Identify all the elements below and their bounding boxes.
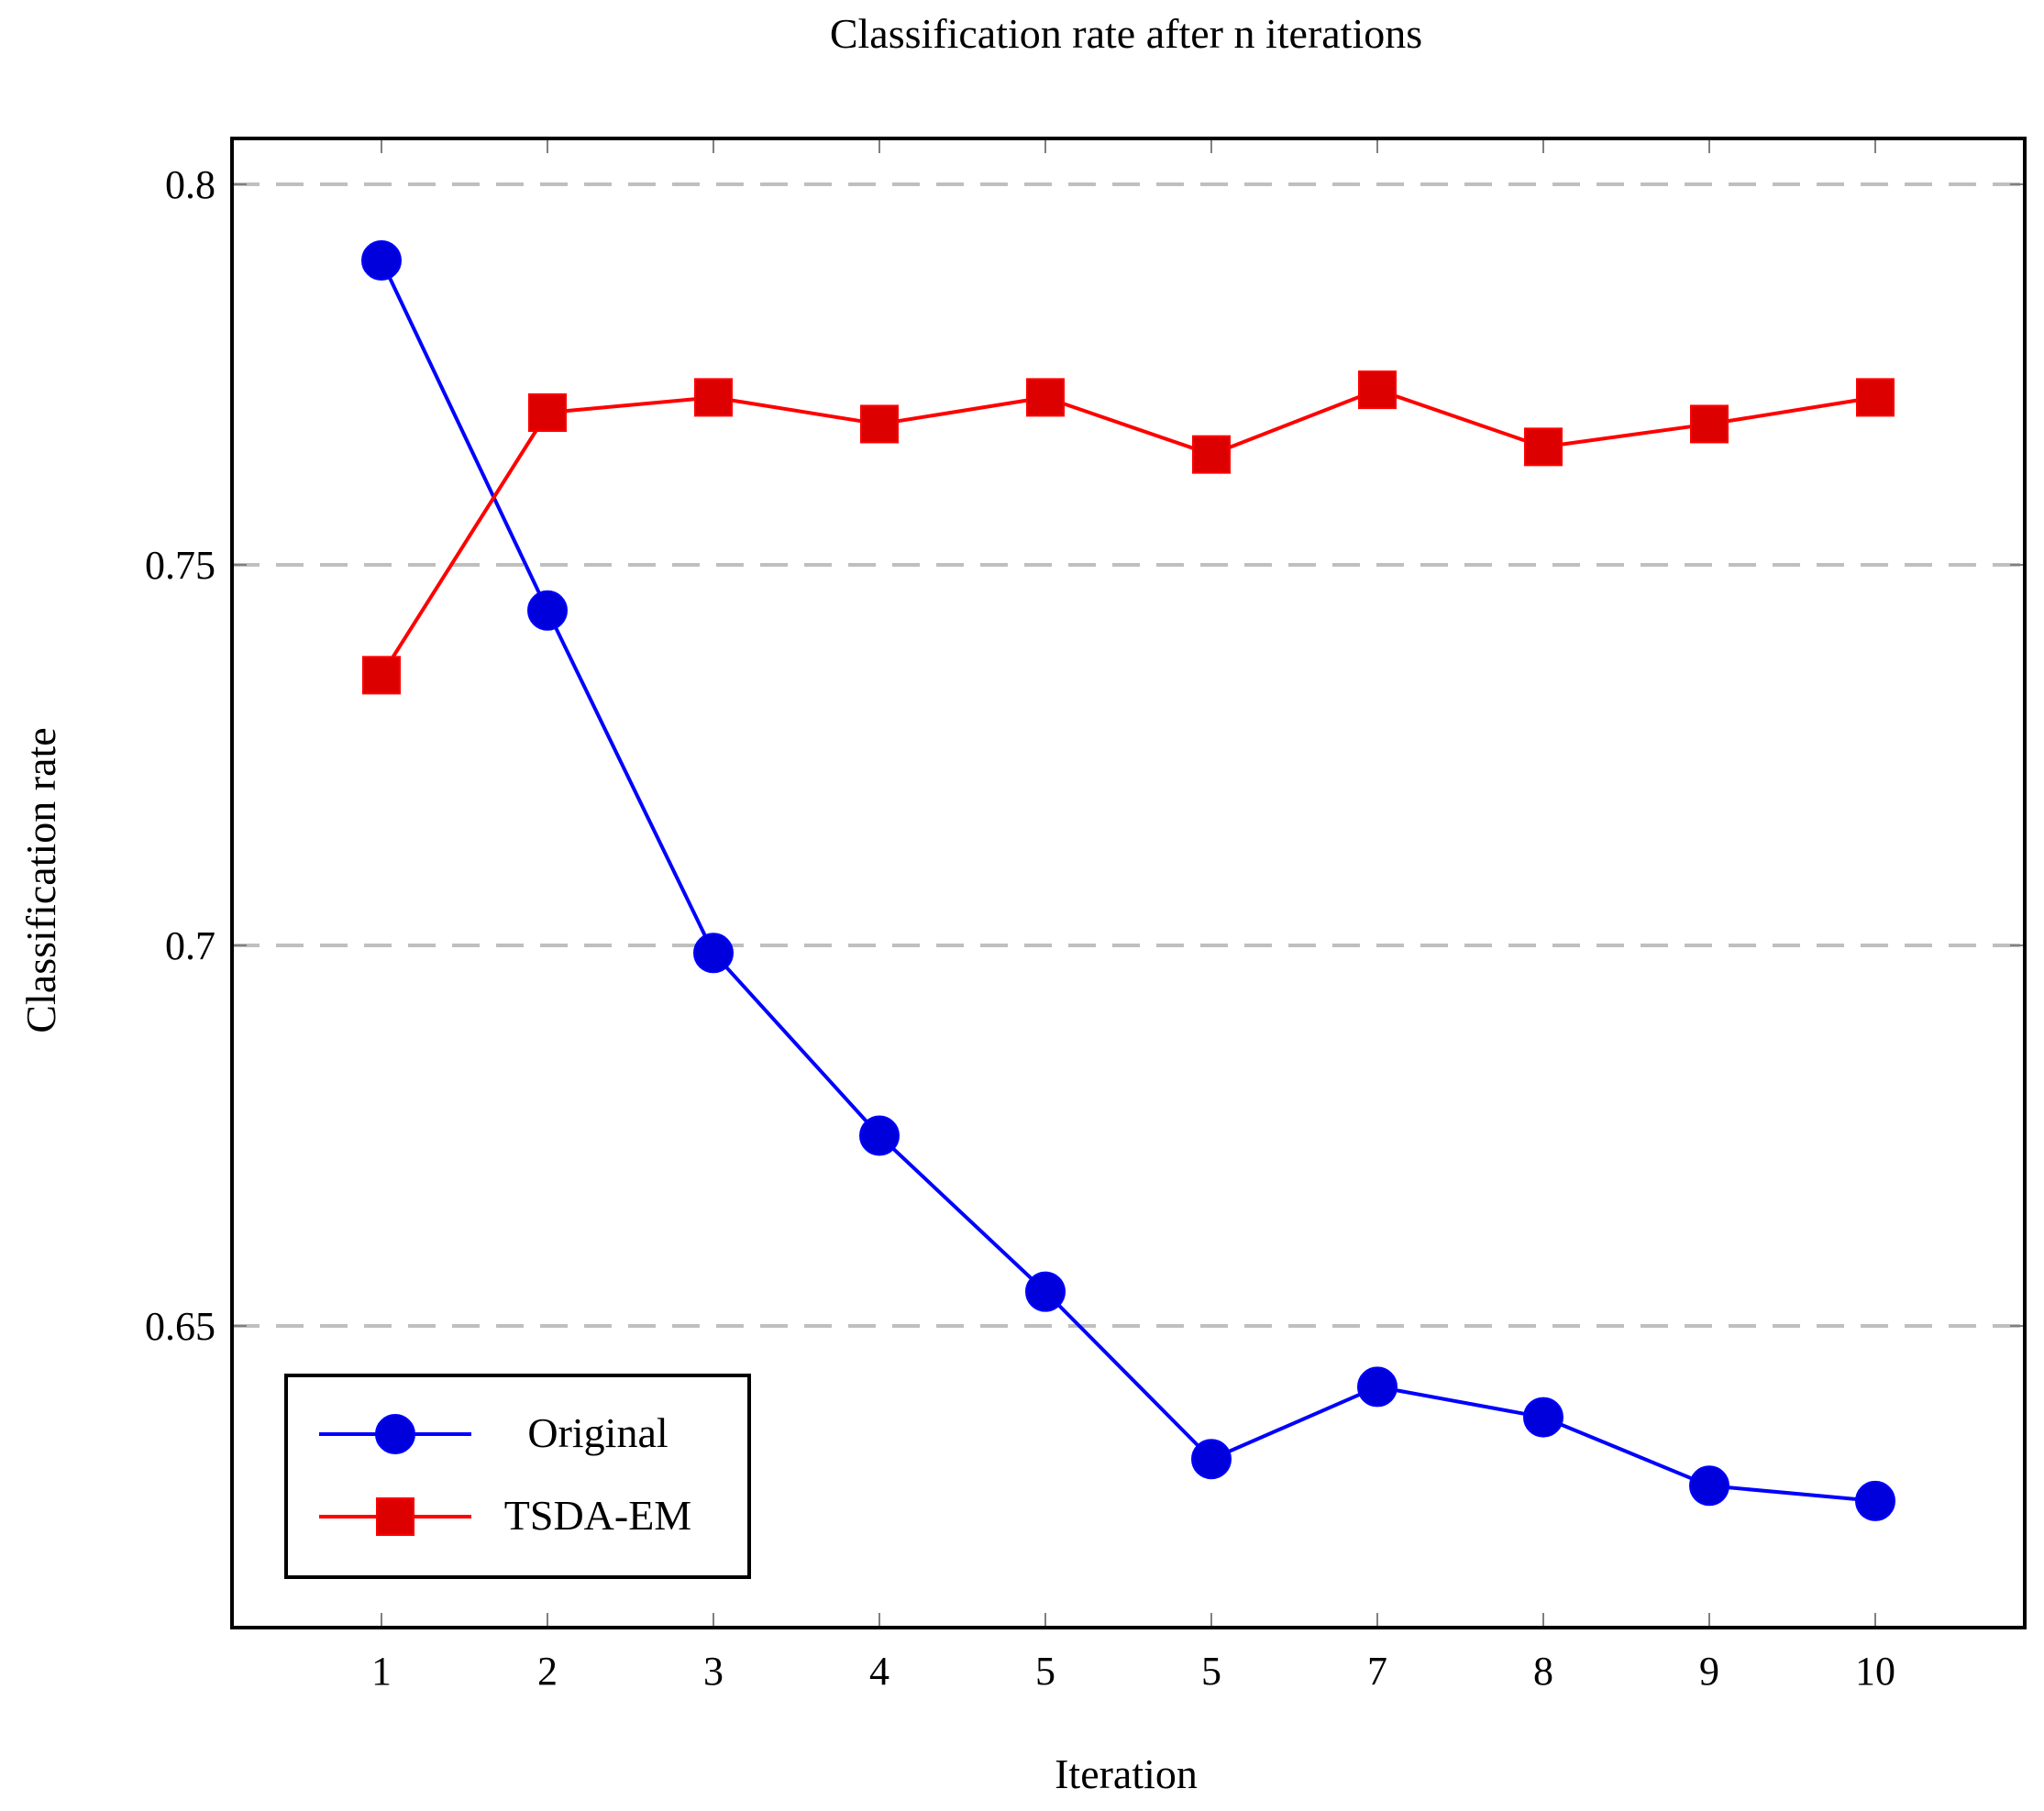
data-point-original <box>527 590 568 631</box>
series-layer <box>361 240 1895 1521</box>
x-tick-label: 9 <box>1699 1649 1719 1694</box>
y-tick-label: 0.7 <box>165 923 215 968</box>
series-original <box>361 240 1895 1521</box>
legend-label-tsda-em: TSDA-EM <box>504 1492 691 1539</box>
data-point-original <box>1855 1480 1895 1521</box>
x-tick-label: 7 <box>1367 1649 1387 1694</box>
data-point-tsda-em <box>362 656 401 695</box>
x-tick-label: 8 <box>1533 1649 1553 1694</box>
data-point-tsda-em <box>1690 404 1729 444</box>
x-axis-label: Iteration <box>1055 1750 1198 1797</box>
series-line-tsda-em <box>380 388 1876 677</box>
data-point-tsda-em <box>1524 427 1563 467</box>
x-tick-label: 3 <box>703 1649 724 1694</box>
data-point-original <box>361 240 402 281</box>
grid-lines <box>232 182 2025 1328</box>
data-point-tsda-em <box>860 404 899 444</box>
legend-box <box>284 1374 751 1579</box>
data-point-tsda-em <box>1026 378 1065 417</box>
data-point-original <box>693 933 734 974</box>
data-point-original <box>859 1115 900 1156</box>
data-point-tsda-em <box>1358 370 1397 410</box>
series-tsda-em <box>362 370 1895 695</box>
chart-title: Classification rate after n iterations <box>830 10 1422 57</box>
y-axis-label: Classification rate <box>17 727 64 1032</box>
legend-marker-original <box>375 1414 415 1454</box>
y-tick-label: 0.75 <box>145 543 215 588</box>
data-point-original <box>1191 1439 1232 1480</box>
y-tick-label: 0.65 <box>145 1304 215 1349</box>
x-tick-label: 4 <box>869 1649 889 1694</box>
data-point-tsda-em <box>694 378 733 417</box>
x-tick-label: 5 <box>1035 1649 1055 1694</box>
x-tick-label: 10 <box>1855 1649 1895 1694</box>
legend-label-original: Original <box>527 1409 668 1456</box>
legend-marker-tsda-em <box>376 1497 414 1536</box>
series-line-original <box>380 260 1876 1503</box>
tick-labels: 0.65 0.7 0.75 0.8 1 2 3 4 5 5 7 8 9 10 <box>145 162 1895 1694</box>
data-point-original <box>1523 1397 1563 1438</box>
data-point-original <box>1357 1366 1398 1408</box>
data-point-tsda-em <box>1192 435 1231 474</box>
x-tick-label: 2 <box>537 1649 558 1694</box>
data-point-original <box>1689 1465 1729 1507</box>
data-point-tsda-em <box>1856 378 1895 417</box>
x-tick-label: 5 <box>1201 1649 1221 1694</box>
plot-frame <box>230 137 2027 1629</box>
legend: Original TSDA-EM <box>284 1374 751 1579</box>
data-point-tsda-em <box>528 393 567 432</box>
axis-ticks <box>232 138 2025 1628</box>
x-tick-label: 1 <box>371 1649 392 1694</box>
y-tick-label: 0.8 <box>165 162 215 207</box>
data-point-original <box>1025 1271 1066 1312</box>
